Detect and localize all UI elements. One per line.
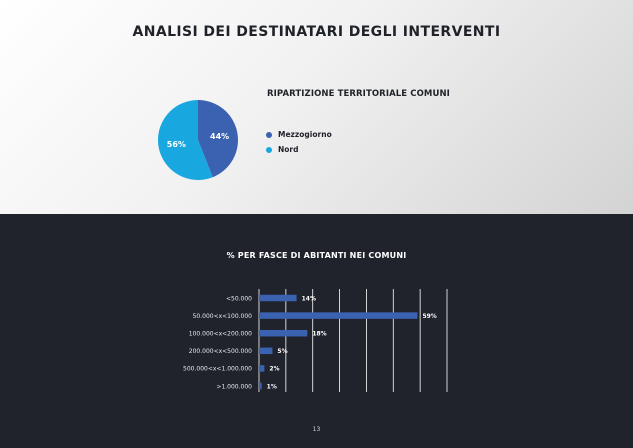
bar [259,382,262,390]
category-label: 100.000<x<200.000 [189,331,252,338]
bar-chart-title: % PER FASCE DI ABITANTI NEI COMUNI [226,251,407,260]
bar [259,312,418,319]
category-label: >1.000.000 [216,383,252,390]
value-label: 59% [422,313,436,320]
top-section [0,0,633,214]
page-title: ANALISI DEI DESTINATARI DEGLI INTERVENTI [132,24,501,40]
pie-slice-mezzogiorno [198,100,238,178]
value-label: 14% [302,295,316,302]
bar [259,347,273,355]
pie-slice-nord [158,100,213,180]
pie-label-mezzogiorno: 44% [210,132,229,141]
legend-dot-mezzogiorno [266,131,272,138]
category-label: 200.000<x<500.000 [189,348,252,355]
value-label: 5% [277,348,287,355]
bar [259,365,265,372]
legend-label-nord: Nord [278,145,299,154]
value-label: 1% [267,383,277,390]
page-number: 13 [312,426,321,433]
bottom-section [0,214,633,448]
pie-label-nord: 56% [167,140,186,149]
value-label: 18% [312,331,326,338]
legend-item-nord: Nord [266,142,332,157]
category-label: 50.000<x<100.000 [193,313,253,320]
legend-dot-nord [266,146,272,153]
legend-label-mezzogiorno: Mezzogiorno [278,130,332,139]
pie-chart: 44% 56% [158,100,238,180]
category-label: <50.000 [226,295,252,302]
pie-legend: Mezzogiorno Nord [266,127,332,157]
pie-chart-title: RIPARTIZIONE TERRITORIALE COMUNI [267,89,450,99]
legend-item-mezzogiorno: Mezzogiorno [266,127,332,142]
bar [259,329,308,337]
category-label: 500.000<x<1.000.000 [183,366,252,373]
bar-chart: <50.000 14% 50.000<x<100.000 59% 100.000<x<2… [183,289,448,392]
bar [259,294,297,302]
value-label: 2% [269,366,279,373]
